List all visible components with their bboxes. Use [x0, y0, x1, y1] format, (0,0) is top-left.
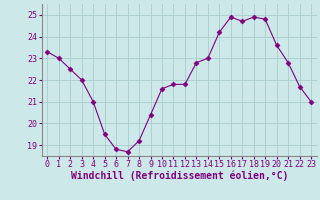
X-axis label: Windchill (Refroidissement éolien,°C): Windchill (Refroidissement éolien,°C)	[70, 171, 288, 181]
